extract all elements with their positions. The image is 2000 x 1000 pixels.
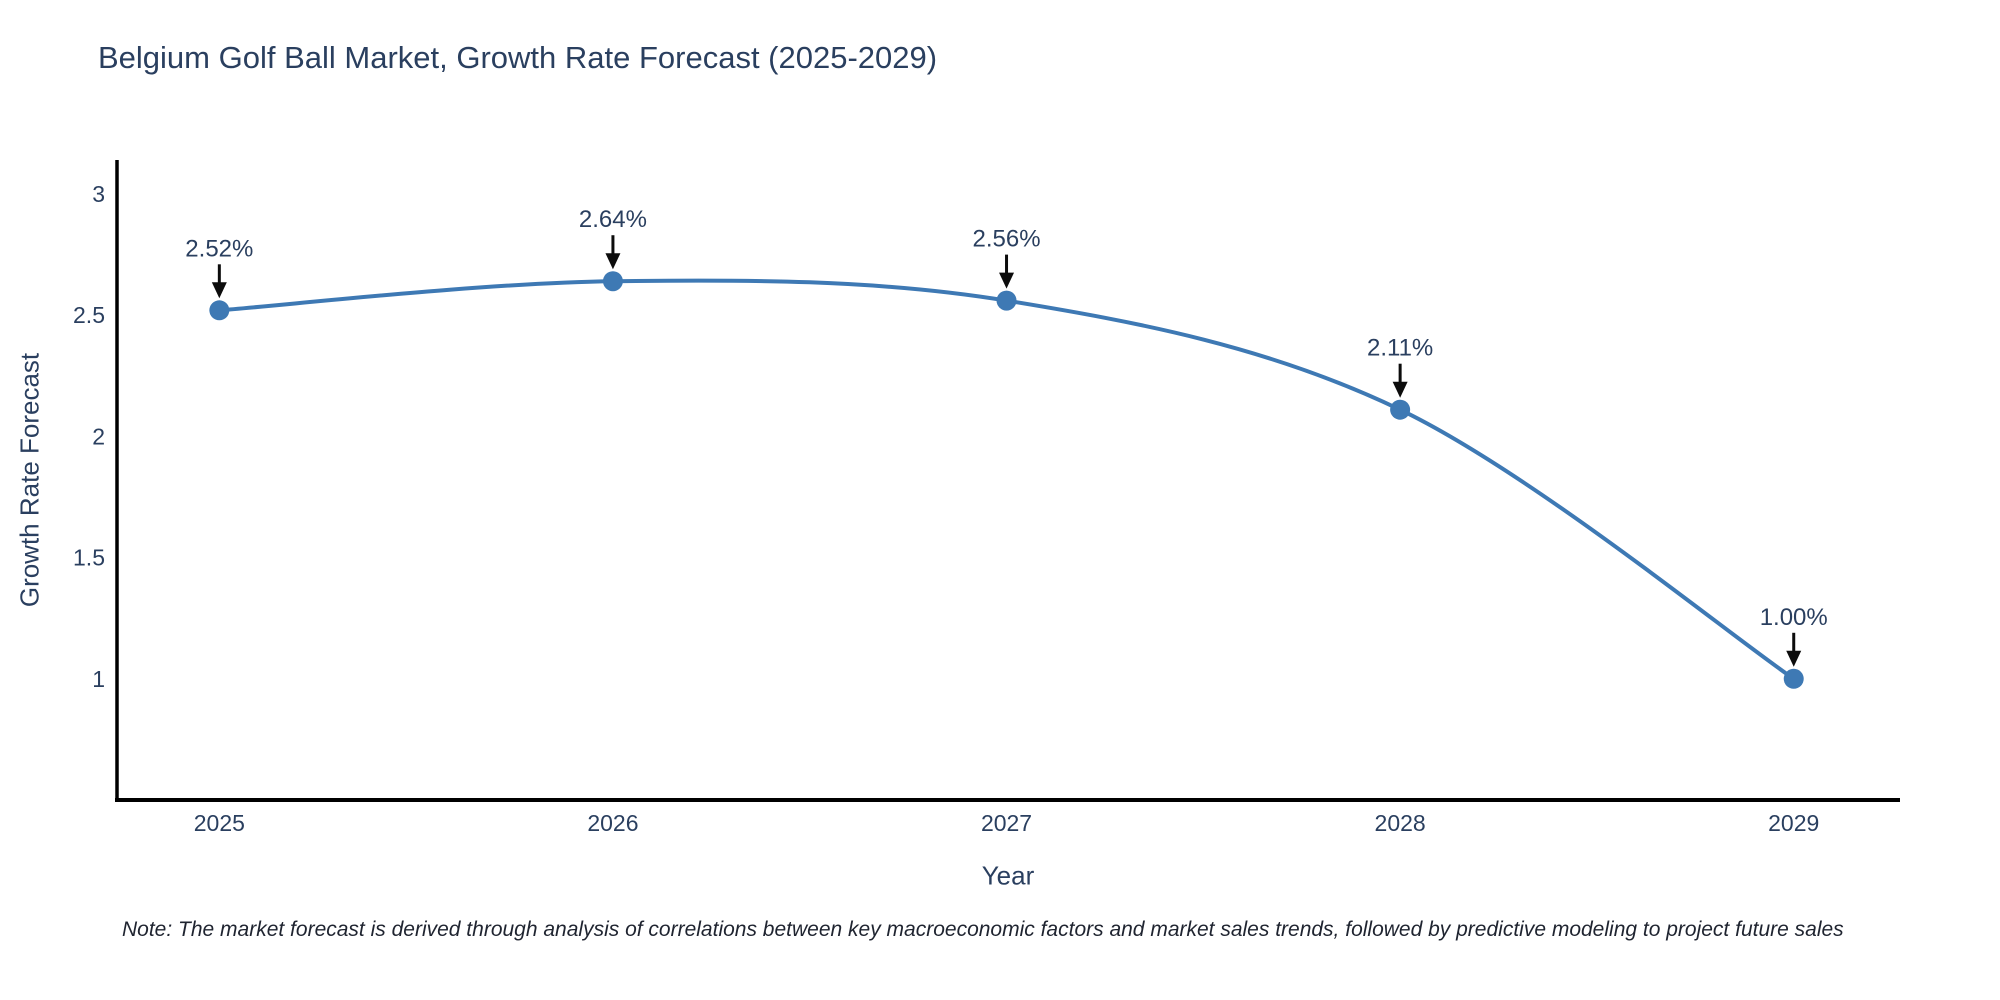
- chart-title: Belgium Golf Ball Market, Growth Rate Fo…: [98, 40, 938, 75]
- y-tick-label: 1.5: [73, 545, 105, 571]
- x-tick-label: 2026: [587, 810, 638, 836]
- data-point-marker: [1783, 668, 1804, 689]
- y-tick-label: 2: [92, 423, 105, 449]
- y-tick-label: 2.5: [73, 302, 105, 328]
- x-tick-label: 2029: [1768, 810, 1819, 836]
- point-annotation-label: 2.11%: [1367, 335, 1433, 362]
- x-tick-label: 2027: [981, 810, 1032, 836]
- annotation-arrowhead: [999, 272, 1015, 289]
- footnote: Note: The market forecast is derived thr…: [122, 918, 1844, 941]
- point-annotation-label: 2.64%: [579, 206, 647, 233]
- data-point-marker: [602, 271, 623, 292]
- point-annotation-label: 2.56%: [973, 226, 1041, 253]
- annotation-arrowhead: [605, 253, 621, 270]
- x-axis-title: Year: [981, 860, 1035, 891]
- annotation-arrowhead: [1392, 381, 1408, 398]
- data-point-marker: [209, 300, 230, 321]
- annotation-arrowhead: [211, 282, 227, 299]
- y-tick-label: 1: [92, 666, 105, 692]
- y-tick-label: 3: [92, 181, 105, 207]
- x-tick-label: 2025: [194, 810, 245, 836]
- data-line: [217, 278, 1796, 681]
- point-annotation-label: 2.52%: [185, 235, 253, 262]
- annotation-arrowhead: [1786, 650, 1802, 667]
- point-annotation-label: 1.00%: [1760, 604, 1828, 631]
- data-point-marker: [1390, 399, 1411, 420]
- data-point-marker: [996, 290, 1017, 311]
- y-axis-title: Growth Rate Forecast: [14, 352, 45, 608]
- x-tick-label: 2028: [1375, 810, 1426, 836]
